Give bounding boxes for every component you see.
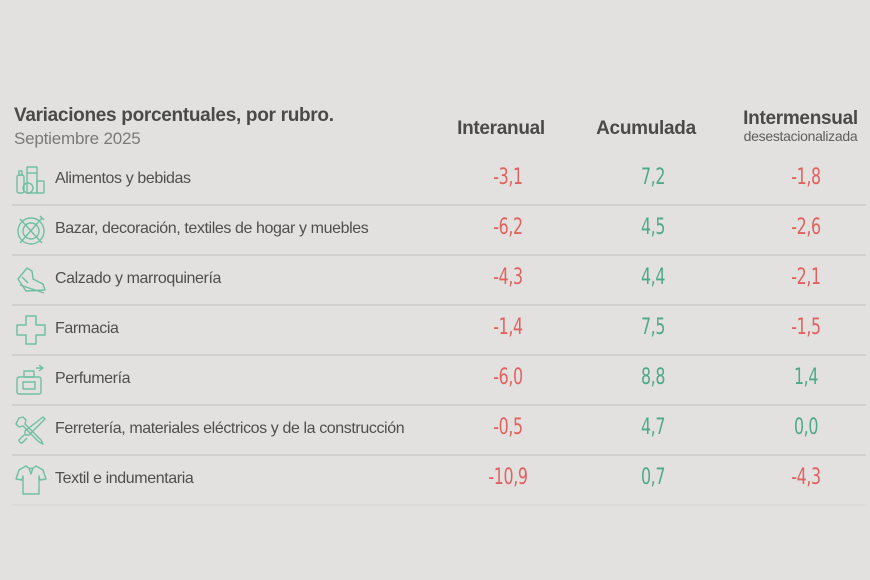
pharmacy-cross-icon — [14, 313, 48, 347]
page-subtitle: Septiembre 2025 — [14, 129, 141, 148]
value-acumulada: 4,4 — [640, 265, 666, 290]
value-intermensual: 1,4 — [793, 365, 819, 390]
value-acumulada: 8,8 — [640, 365, 666, 390]
value-intermensual: -1,8 — [791, 165, 821, 190]
table-row: Calzado y marroquinería -4,3 4,4 -2,1 — [12, 256, 866, 306]
tools-icon — [14, 413, 48, 447]
column-header-label: Acumulada — [596, 118, 696, 139]
value-intermensual: 0,0 — [793, 415, 819, 440]
value-interanual: -10,9 — [488, 465, 528, 490]
title-block: Variaciones porcentuales, por rubro. Sep… — [14, 104, 334, 150]
shoe-icon — [14, 263, 48, 297]
value-intermensual: -1,5 — [791, 315, 821, 340]
value-interanual: -6,2 — [493, 215, 523, 240]
value-acumulada: 0,7 — [640, 465, 666, 490]
column-header-label: Interanual — [457, 118, 545, 139]
value-interanual: -6,0 — [493, 365, 523, 390]
value-acumulada: 7,2 — [640, 165, 666, 190]
value-intermensual: -2,1 — [791, 265, 821, 290]
row-label: Alimentos y bebidas — [55, 170, 191, 187]
row-label: Ferretería, materiales eléctricos y de l… — [55, 420, 405, 437]
value-interanual: -0,5 — [493, 415, 523, 440]
column-header-label: Intermensual — [743, 108, 858, 129]
perfume-icon — [14, 363, 48, 397]
table-row: Textil e indumentaria -10,9 0,7 -4,3 — [12, 456, 866, 506]
column-header-sublabel: desestacionalizada — [743, 128, 858, 144]
tableware-icon — [14, 213, 48, 247]
column-header-interanual: Interanual — [446, 118, 556, 140]
table-row: Ferretería, materiales eléctricos y de l… — [12, 406, 866, 456]
value-intermensual: -2,6 — [791, 215, 821, 240]
row-label: Perfumería — [55, 370, 131, 387]
value-interanual: -1,4 — [493, 315, 523, 340]
table-row: Perfumería -6,0 8,8 1,4 — [12, 356, 866, 406]
row-label: Bazar, decoración, textiles de hogar y m… — [55, 220, 369, 237]
groceries-icon — [14, 163, 48, 197]
row-label: Farmacia — [55, 320, 119, 337]
value-interanual: -3,1 — [493, 165, 523, 190]
value-acumulada: 7,5 — [640, 315, 666, 340]
table-row: Bazar, decoración, textiles de hogar y m… — [12, 206, 866, 256]
value-interanual: -4,3 — [493, 265, 523, 290]
shirt-icon — [14, 463, 48, 497]
column-header-acumulada: Acumulada — [586, 118, 706, 140]
value-acumulada: 4,7 — [640, 415, 666, 440]
value-intermensual: -4,3 — [791, 465, 821, 490]
value-acumulada: 4,5 — [640, 215, 666, 240]
table-row: Alimentos y bebidas -3,1 7,2 -1,8 — [12, 156, 866, 206]
column-header-intermensual: Intermensual desestacionalizada — [728, 108, 870, 143]
row-label: Calzado y marroquinería — [55, 270, 221, 287]
table-row: Farmacia -1,4 7,5 -1,5 — [12, 306, 866, 356]
row-label: Textil e indumentaria — [55, 470, 194, 487]
data-table: Alimentos y bebidas -3,1 7,2 -1,8 Bazar,… — [12, 156, 866, 506]
page-title: Variaciones porcentuales, por rubro. — [14, 105, 334, 126]
